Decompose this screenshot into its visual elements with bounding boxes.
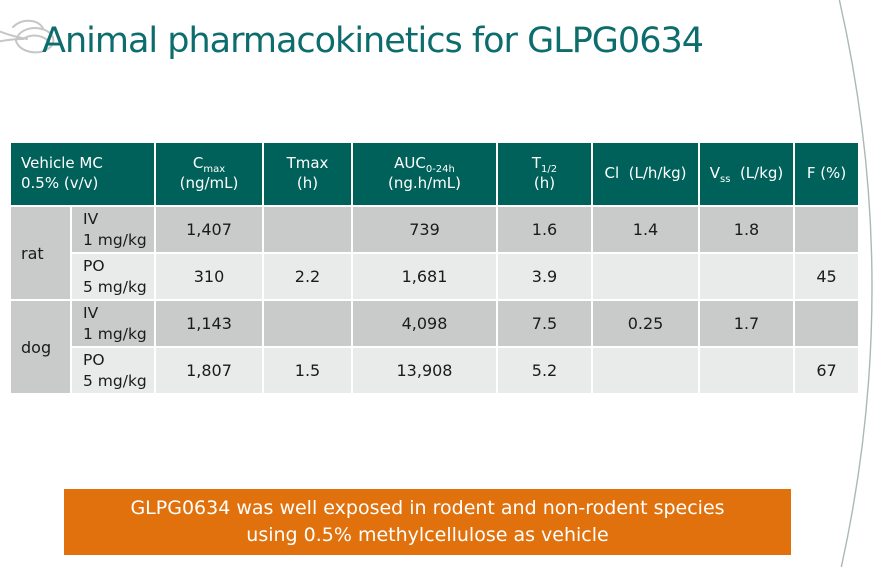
table-header-row: Vehicle MC 0.5% (v/v) Cmax (ng/mL) Tmax … bbox=[11, 143, 858, 205]
cell-thalf: 5.2 bbox=[498, 348, 591, 393]
header-f: F (%) bbox=[795, 143, 858, 205]
header-auc: AUC0-24h (ng.h/mL) bbox=[353, 143, 496, 205]
route-cell: IV 1 mg/kg bbox=[72, 207, 154, 252]
cell-cl: 1.4 bbox=[593, 207, 698, 252]
conclusion-line-2: using 0.5% methylcellulose as vehicle bbox=[246, 524, 609, 546]
cell-tmax bbox=[264, 207, 351, 252]
cell-cmax: 1,807 bbox=[156, 348, 262, 393]
cell-vss: 1.7 bbox=[700, 301, 793, 346]
cell-thalf: 3.9 bbox=[498, 254, 591, 299]
cell-auc: 13,908 bbox=[353, 348, 496, 393]
header-vehicle: Vehicle MC 0.5% (v/v) bbox=[11, 143, 154, 205]
header-cmax: Cmax (ng/mL) bbox=[156, 143, 262, 205]
header-tmax: Tmax (h) bbox=[264, 143, 351, 205]
conclusion-line-1: GLPG0634 was well exposed in rodent and … bbox=[130, 497, 725, 520]
cell-cmax: 1,143 bbox=[156, 301, 262, 346]
route-cell: IV 1 mg/kg bbox=[72, 301, 154, 346]
cell-tmax bbox=[264, 301, 351, 346]
cell-f bbox=[795, 207, 858, 252]
table-row-dog-iv: dog IV 1 mg/kg 1,143 4,098 7.5 0.25 1.7 bbox=[11, 301, 858, 393]
cell-cl bbox=[593, 348, 698, 393]
cell-cmax: 1,407 bbox=[156, 207, 262, 252]
pk-data-table: Vehicle MC 0.5% (v/v) Cmax (ng/mL) Tmax … bbox=[9, 141, 860, 395]
route-cell: PO 5 mg/kg bbox=[72, 254, 154, 299]
cell-vss bbox=[700, 348, 793, 393]
conclusion-banner: GLPG0634 was well exposed in rodent and … bbox=[64, 489, 791, 555]
cell-thalf: 7.5 bbox=[498, 301, 591, 346]
species-cell-dog: dog bbox=[11, 301, 70, 393]
cell-f bbox=[795, 301, 858, 346]
table-row-dog-po: PO 5 mg/kg 1,807 1.5 13,908 5.2 67 bbox=[11, 348, 858, 393]
cell-cl: 0.25 bbox=[593, 301, 698, 346]
header-vss: Vss (L/kg) bbox=[700, 143, 793, 205]
cell-f: 45 bbox=[795, 254, 858, 299]
header-thalf: T1/2 (h) bbox=[498, 143, 591, 205]
species-cell-rat: rat bbox=[11, 207, 70, 299]
cell-thalf: 1.6 bbox=[498, 207, 591, 252]
cell-auc: 739 bbox=[353, 207, 496, 252]
table-row-rat-iv: rat IV 1 mg/kg 1,407 739 1.6 1.4 1.8 bbox=[11, 207, 858, 299]
table-row-rat-po: PO 5 mg/kg 310 2.2 1,681 3.9 45 bbox=[11, 254, 858, 299]
route-cell: PO 5 mg/kg bbox=[72, 348, 154, 393]
cell-cmax: 310 bbox=[156, 254, 262, 299]
cell-tmax: 1.5 bbox=[264, 348, 351, 393]
cell-vss bbox=[700, 254, 793, 299]
cell-f: 67 bbox=[795, 348, 858, 393]
cell-auc: 4,098 bbox=[353, 301, 496, 346]
header-cl: Cl (L/h/kg) bbox=[593, 143, 698, 205]
cell-vss: 1.8 bbox=[700, 207, 793, 252]
cell-auc: 1,681 bbox=[353, 254, 496, 299]
cell-cl bbox=[593, 254, 698, 299]
logo-bird-icon bbox=[0, 12, 64, 70]
page-title: Animal pharmacokinetics for GLPG0634 bbox=[42, 21, 704, 61]
cell-tmax: 2.2 bbox=[264, 254, 351, 299]
